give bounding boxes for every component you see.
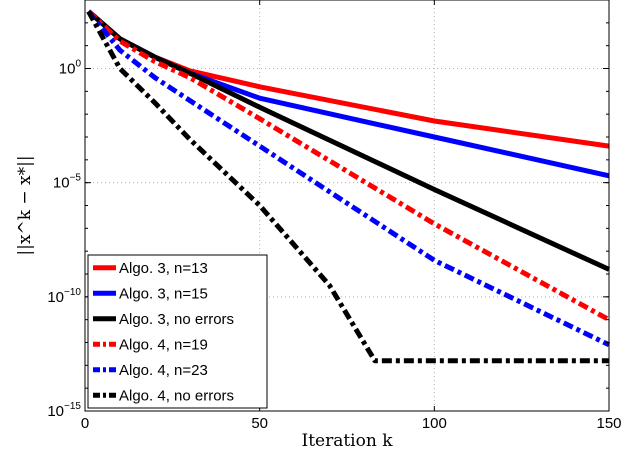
legend-label: Algo. 3, n=13	[119, 260, 208, 277]
legend-label: Algo. 4, n=19	[119, 336, 208, 353]
x-tick-label: 50	[251, 415, 268, 432]
x-tick-label: 150	[596, 415, 621, 432]
legend-label: Algo. 4, n=23	[119, 362, 208, 379]
x-tick-label: 0	[81, 415, 89, 432]
series-line-6	[86, 10, 609, 364]
y-tick-label: 10−5	[53, 173, 82, 192]
series-layer	[86, 9, 611, 364]
legend-items: Algo. 3, n=13 Algo. 3, n=15 Algo. 3, no er…	[93, 260, 234, 404]
y-tick-label: 100	[59, 59, 82, 78]
grid	[85, 0, 609, 411]
legend-label: Algo. 3, no errors	[119, 311, 234, 328]
series-line-3	[86, 9, 611, 272]
series-line-5	[86, 9, 611, 348]
legend: Algo. 3, n=13 Algo. 3, n=15 Algo. 3, no er…	[87, 254, 268, 409]
x-axis-label: Iteration k	[301, 431, 393, 451]
legend-label: Algo. 3, n=15	[119, 285, 208, 302]
legend-label: Algo. 4, no errors	[119, 387, 234, 404]
y-tick-label: 10−10	[47, 287, 81, 306]
legend-box	[87, 254, 268, 409]
y-axis-label: ||x^k − x*||	[15, 155, 35, 255]
x-tick-label: 100	[422, 415, 447, 432]
y-tick-label: 10−15	[47, 401, 81, 420]
